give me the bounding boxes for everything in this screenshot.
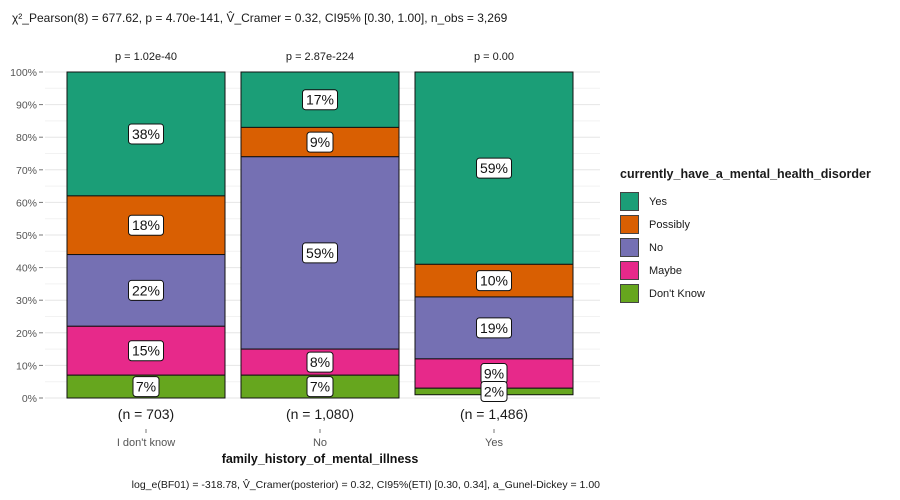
x-axis-title: family_history_of_mental_illness bbox=[222, 452, 419, 466]
data-label-box bbox=[306, 376, 334, 398]
chart-title: χ²_Pearson(8) = 677.62, p = 4.70e-141, V… bbox=[12, 10, 508, 25]
y-tick-label: 90% bbox=[16, 100, 37, 112]
data-label: 18% bbox=[132, 217, 160, 233]
p-value-label: p = 1.02e-40 bbox=[115, 51, 177, 63]
data-label-box bbox=[306, 351, 334, 373]
data-label: 7% bbox=[310, 379, 330, 395]
y-tick-label: 30% bbox=[16, 295, 37, 307]
legend-item: Possibly bbox=[620, 213, 871, 236]
data-label: 59% bbox=[480, 160, 508, 176]
data-label-box bbox=[476, 317, 512, 339]
data-label: 22% bbox=[132, 282, 160, 298]
legend-item: No bbox=[620, 236, 871, 259]
legend-item: Maybe bbox=[620, 259, 871, 282]
y-tick-label: 20% bbox=[16, 328, 37, 340]
data-label: 10% bbox=[480, 273, 508, 289]
y-tick-label: 50% bbox=[16, 230, 37, 242]
y-tick-label: 60% bbox=[16, 197, 37, 209]
y-tick-label: 70% bbox=[16, 165, 37, 177]
legend-label: Maybe bbox=[649, 264, 683, 277]
x-tick-label: No bbox=[313, 437, 327, 449]
data-label-box bbox=[128, 340, 164, 362]
legend-item: Yes bbox=[620, 190, 871, 213]
data-label-box bbox=[128, 123, 164, 145]
y-tick-label: 100% bbox=[10, 67, 37, 79]
p-value-label: p = 0.00 bbox=[474, 51, 514, 63]
x-tick-label: I don't know bbox=[117, 437, 175, 449]
data-label: 19% bbox=[480, 320, 508, 336]
legend-label: Don't Know bbox=[649, 287, 705, 300]
data-label-box bbox=[302, 89, 338, 111]
y-tick-label: 10% bbox=[16, 360, 37, 372]
data-label-box bbox=[132, 376, 160, 398]
bar-segment bbox=[66, 195, 226, 256]
legend-swatch bbox=[620, 215, 639, 234]
data-label-box bbox=[480, 380, 508, 402]
data-label-box bbox=[476, 157, 512, 179]
chart-caption: log_e(BF01) = -318.78, V̂_Cramer(posteri… bbox=[132, 477, 601, 491]
x-tick-label: Yes bbox=[485, 437, 503, 449]
count-label: (n = 703) bbox=[118, 406, 174, 422]
data-label-box bbox=[128, 214, 164, 236]
data-label: 2% bbox=[484, 383, 504, 399]
count-label: (n = 1,080) bbox=[286, 406, 354, 422]
legend-swatch bbox=[620, 261, 639, 280]
legend-label: No bbox=[649, 241, 664, 254]
data-label: 7% bbox=[136, 379, 156, 395]
chart-legend: currently_have_a_mental_health_disorder … bbox=[620, 167, 871, 305]
legend-label: Yes bbox=[649, 195, 667, 208]
legend-title: currently_have_a_mental_health_disorder bbox=[620, 167, 871, 181]
y-tick-label: 40% bbox=[16, 263, 37, 275]
data-label-box bbox=[476, 270, 512, 292]
data-label-box bbox=[128, 279, 164, 301]
legend-label: Possibly bbox=[649, 218, 690, 231]
count-label: (n = 1,486) bbox=[460, 406, 528, 422]
p-value-label: p = 2.87e-224 bbox=[286, 51, 354, 63]
data-label-box bbox=[306, 131, 334, 153]
data-label: 38% bbox=[132, 126, 160, 142]
legend-swatch bbox=[620, 238, 639, 257]
y-tick-label: 80% bbox=[16, 132, 37, 144]
data-label: 17% bbox=[306, 92, 334, 108]
legend-swatch bbox=[620, 192, 639, 211]
legend-item: Don't Know bbox=[620, 282, 871, 305]
data-label: 15% bbox=[132, 343, 160, 359]
data-label: 9% bbox=[310, 134, 330, 150]
legend-swatch bbox=[620, 284, 639, 303]
data-label: 9% bbox=[484, 366, 504, 382]
y-tick-label: 0% bbox=[22, 393, 37, 405]
data-label: 59% bbox=[306, 245, 334, 261]
data-label: 8% bbox=[310, 354, 330, 370]
data-label-box bbox=[302, 242, 338, 264]
